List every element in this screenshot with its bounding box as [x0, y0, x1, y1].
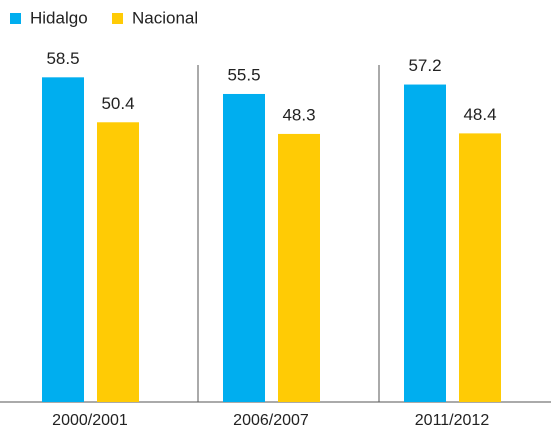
data-label: 48.4 [463, 105, 496, 124]
bar [278, 133, 320, 402]
bar [97, 122, 139, 402]
data-label: 57.2 [408, 56, 441, 75]
bar [223, 93, 265, 402]
legend-label: Hidalgo [30, 8, 88, 27]
legend-swatch [112, 13, 123, 24]
bar [404, 84, 446, 402]
data-label: 55.5 [227, 65, 260, 84]
legend-label: Nacional [132, 8, 198, 27]
bar [42, 77, 84, 402]
data-label: 48.3 [282, 105, 315, 124]
bar [459, 133, 501, 402]
legend-swatch [10, 13, 21, 24]
data-label: 50.4 [101, 94, 134, 113]
x-tick-label: 2011/2012 [415, 412, 490, 429]
data-label: 58.5 [46, 49, 79, 68]
x-tick-label: 2000/2001 [52, 412, 128, 429]
x-tick-label: 2006/2007 [233, 412, 309, 429]
